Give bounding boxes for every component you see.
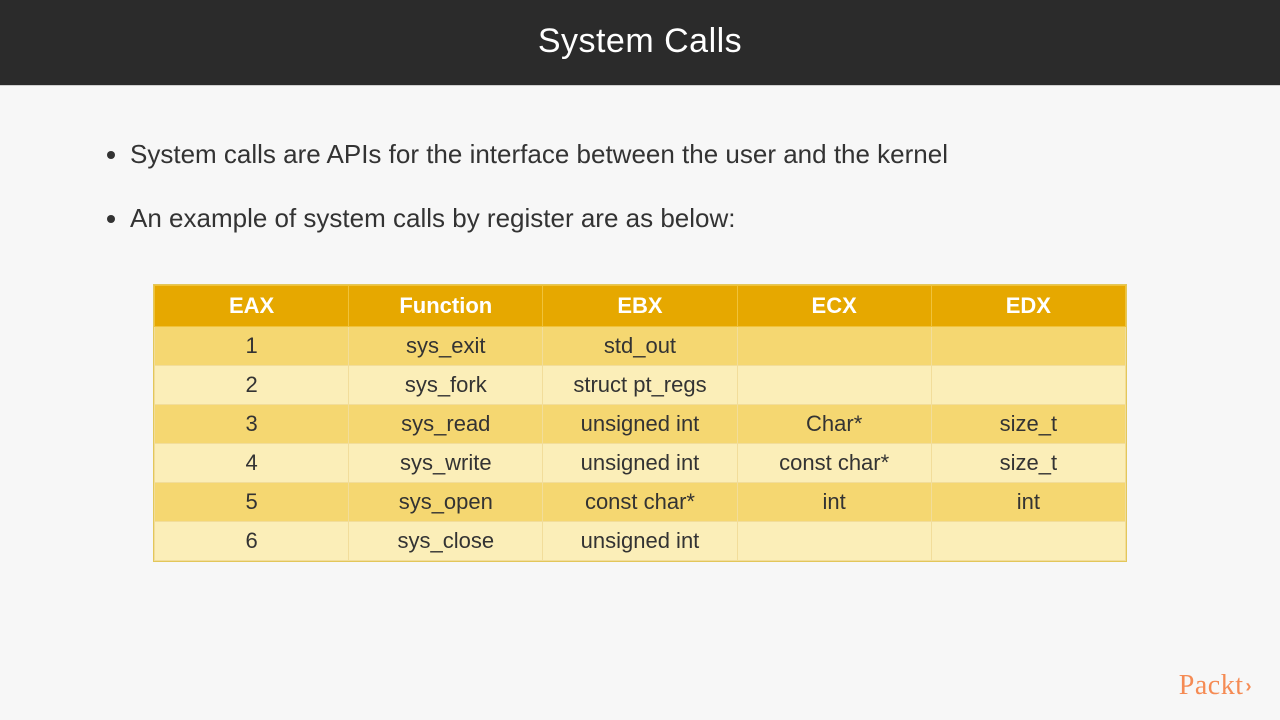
col-function: Function bbox=[349, 285, 543, 326]
syscall-table: EAX Function EBX ECX EDX 1 sys_exit std_… bbox=[154, 285, 1126, 561]
bullet-list: System calls are APIs for the interface … bbox=[90, 136, 1190, 237]
col-eax: EAX bbox=[155, 285, 349, 326]
table-cell: sys_read bbox=[349, 404, 543, 443]
slide-title: System Calls bbox=[0, 22, 1280, 61]
table-row: 2 sys_fork struct pt_regs bbox=[155, 365, 1126, 404]
chevron-right-icon: › bbox=[1246, 676, 1253, 697]
table-cell bbox=[737, 521, 931, 560]
slide-header: System Calls bbox=[0, 0, 1280, 86]
table-cell: sys_exit bbox=[349, 326, 543, 365]
bullet-item: System calls are APIs for the interface … bbox=[130, 136, 1190, 172]
table-cell: size_t bbox=[931, 404, 1125, 443]
table-cell: sys_close bbox=[349, 521, 543, 560]
logo-text: Packt bbox=[1179, 670, 1244, 702]
table-row: 4 sys_write unsigned int const char* siz… bbox=[155, 443, 1126, 482]
table-cell: size_t bbox=[931, 443, 1125, 482]
table-cell bbox=[931, 521, 1125, 560]
slide-content: System calls are APIs for the interface … bbox=[0, 86, 1280, 561]
table-cell: int bbox=[737, 482, 931, 521]
table-cell: sys_write bbox=[349, 443, 543, 482]
table-row: 1 sys_exit std_out bbox=[155, 326, 1126, 365]
table-cell: 2 bbox=[155, 365, 349, 404]
table-cell: 3 bbox=[155, 404, 349, 443]
table-cell: unsigned int bbox=[543, 521, 737, 560]
table-cell bbox=[737, 365, 931, 404]
col-edx: EDX bbox=[931, 285, 1125, 326]
table-row: 6 sys_close unsigned int bbox=[155, 521, 1126, 560]
table-cell: sys_open bbox=[349, 482, 543, 521]
bullet-item: An example of system calls by register a… bbox=[130, 200, 1190, 236]
table-cell: int bbox=[931, 482, 1125, 521]
table-cell: sys_fork bbox=[349, 365, 543, 404]
packt-logo: Packt› bbox=[1179, 670, 1252, 702]
table-cell: const char* bbox=[543, 482, 737, 521]
table-cell: 1 bbox=[155, 326, 349, 365]
table-cell: unsigned int bbox=[543, 443, 737, 482]
col-ebx: EBX bbox=[543, 285, 737, 326]
table-cell: 4 bbox=[155, 443, 349, 482]
col-ecx: ECX bbox=[737, 285, 931, 326]
table-cell: Char* bbox=[737, 404, 931, 443]
table-cell bbox=[931, 326, 1125, 365]
syscall-table-wrap: EAX Function EBX ECX EDX 1 sys_exit std_… bbox=[154, 285, 1126, 561]
table-cell: 6 bbox=[155, 521, 349, 560]
table-cell: const char* bbox=[737, 443, 931, 482]
table-row: 3 sys_read unsigned int Char* size_t bbox=[155, 404, 1126, 443]
table-cell: std_out bbox=[543, 326, 737, 365]
table-header-row: EAX Function EBX ECX EDX bbox=[155, 285, 1126, 326]
table-cell: 5 bbox=[155, 482, 349, 521]
table-cell bbox=[931, 365, 1125, 404]
table-cell: struct pt_regs bbox=[543, 365, 737, 404]
table-row: 5 sys_open const char* int int bbox=[155, 482, 1126, 521]
table-cell bbox=[737, 326, 931, 365]
table-cell: unsigned int bbox=[543, 404, 737, 443]
